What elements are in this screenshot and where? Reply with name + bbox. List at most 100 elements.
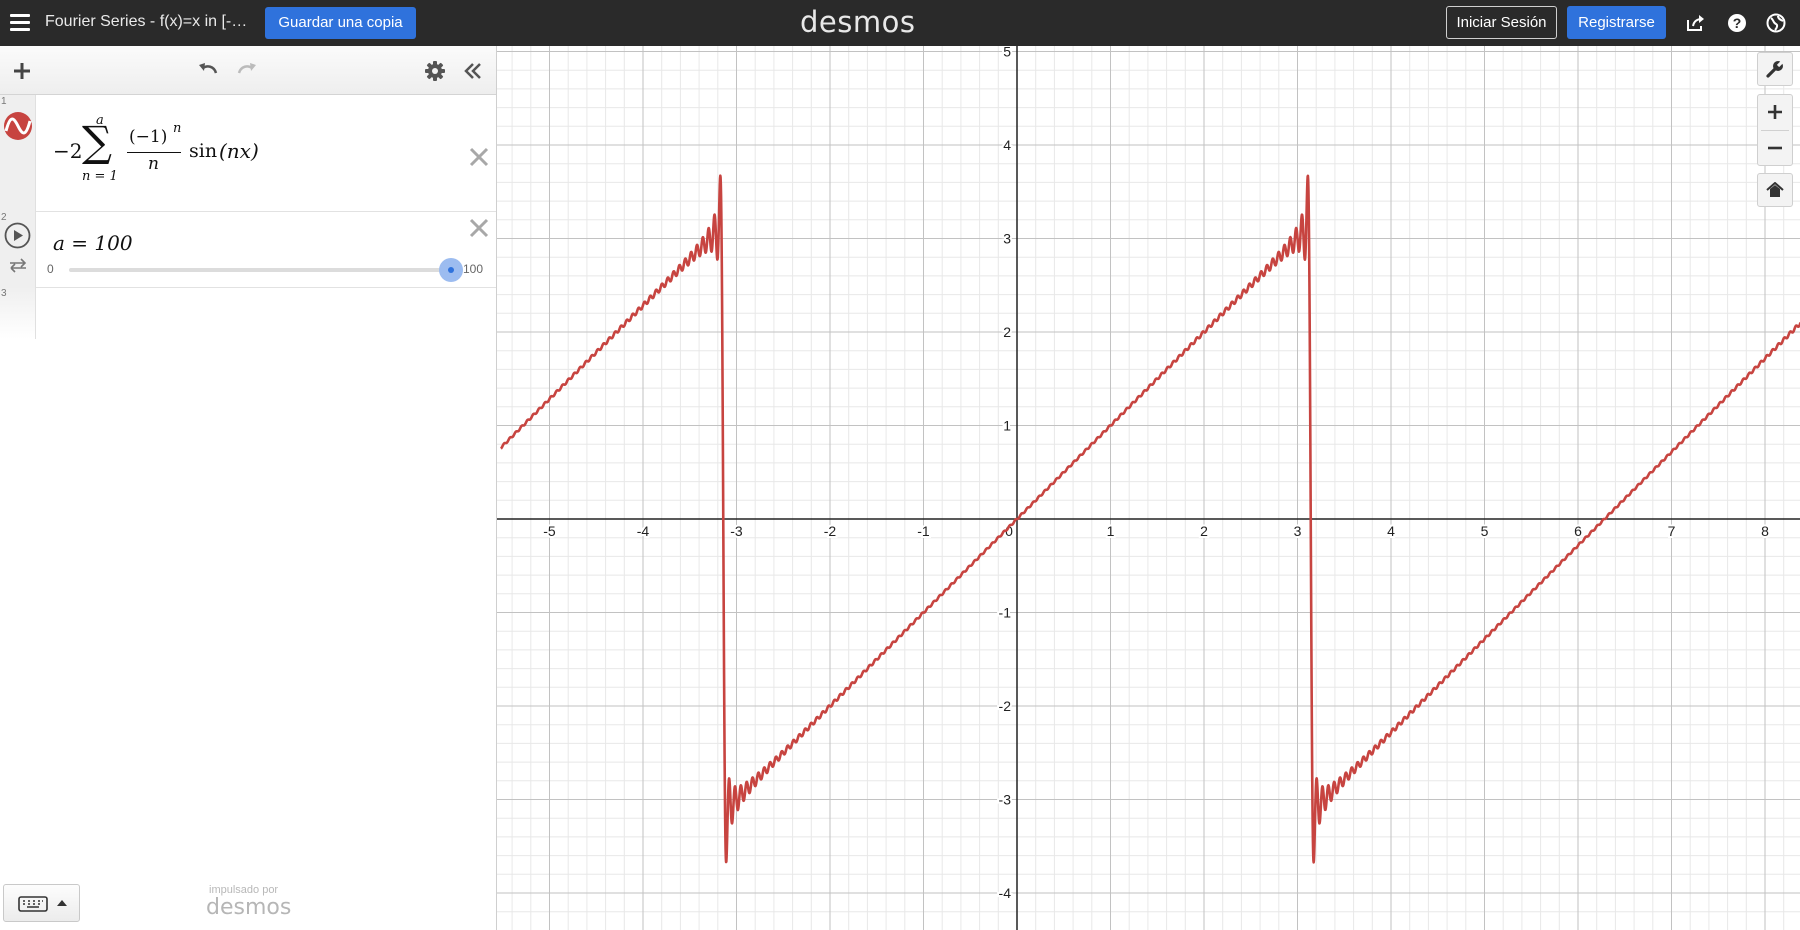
x-tick-label: 6 <box>1574 523 1582 539</box>
fraction-denominator: n <box>148 154 159 174</box>
x-tick-label-halo: -2 <box>824 523 837 539</box>
fraction-numerator-exponent: n <box>173 121 182 136</box>
graph-paper[interactable]: -5 -5 -4 -4 -3 -3 -2 -2 -1 -1 0 0 1 1 2 2 3 3 4 4 5 5 6 6 7 7 8 8 -4… <box>497 46 1800 930</box>
x-tick-label: 7 <box>1668 523 1676 539</box>
x-tick-label: 3 <box>1294 523 1302 539</box>
function-name: sin <box>189 140 218 162</box>
zoom-controls <box>1757 94 1793 166</box>
x-tick-label-halo: -4 <box>637 523 650 539</box>
delete-expression-icon[interactable] <box>467 145 491 169</box>
y-tick-label-halo: 5 <box>1003 46 1011 60</box>
wrench-icon <box>1766 59 1785 78</box>
y-tick-label-halo: 3 <box>1003 231 1011 247</box>
graph-line-icon[interactable] <box>3 111 33 141</box>
svg-text:?: ? <box>1733 15 1742 31</box>
x-tick-label-halo: -1 <box>917 523 930 539</box>
expression-gutter: 3 <box>0 287 36 339</box>
sum-upper-limit: a <box>96 113 104 128</box>
expression-gutter: 2 <box>0 211 36 287</box>
home-icon <box>1766 182 1784 197</box>
minor-gridlines <box>497 46 1800 930</box>
language-globe-icon[interactable] <box>1765 12 1787 34</box>
expression-gutter: 1 <box>0 95 36 211</box>
y-tick-label: 2 <box>1003 324 1011 340</box>
expression-index: 1 <box>1 96 7 107</box>
expression-toolbar <box>0 46 496 95</box>
play-icon[interactable] <box>4 222 31 249</box>
function-argument: (nx) <box>219 139 259 163</box>
keyboard-icon <box>18 896 48 912</box>
fraction-numerator: (−1) <box>129 127 168 147</box>
expression-row[interactable]: 2 a = 100 <box>0 211 496 288</box>
x-tick-label: 2 <box>1200 523 1208 539</box>
help-icon[interactable]: ? <box>1726 12 1748 34</box>
x-tick-label: -2 <box>824 523 837 539</box>
major-gridlines <box>497 46 1800 930</box>
undo-icon[interactable] <box>196 59 220 83</box>
y-tick-label: -2 <box>999 698 1012 714</box>
delete-expression-icon[interactable] <box>467 216 491 240</box>
y-tick-label-halo: 2 <box>1003 324 1011 340</box>
gear-icon[interactable] <box>423 59 447 83</box>
add-icon[interactable] <box>10 59 34 83</box>
fraction-bar <box>127 152 181 153</box>
collapse-chevrons-icon[interactable] <box>461 59 485 83</box>
x-tick-label-halo: 3 <box>1294 523 1302 539</box>
graph-canvas[interactable]: -5-5 -4-4 -3-3 -2-2 -1-1 00 11 22 33 44 55 66 77 88-4… <box>497 46 1800 930</box>
x-tick-label: 0 <box>1005 523 1013 539</box>
y-tick-label-halo: -2 <box>999 698 1012 714</box>
sigma-symbol: ∑ <box>82 117 112 166</box>
y-tick-label: 4 <box>1003 137 1011 153</box>
x-tick-label-halo: 6 <box>1574 523 1582 539</box>
top-header: Fourier Series - f(x)=x in [-… Guardar u… <box>0 0 1800 46</box>
x-tick-label: 8 <box>1761 523 1769 539</box>
powered-by-logo: desmos <box>206 895 292 920</box>
fourier-series-curve <box>499 174 1800 864</box>
zoom-in-icon[interactable] <box>1767 104 1783 120</box>
save-copy-button[interactable]: Guardar una copia <box>265 7 416 39</box>
slider-track[interactable] <box>69 268 451 272</box>
y-tick-label: -4 <box>999 885 1012 901</box>
expression-index: 3 <box>1 288 7 299</box>
y-tick-label-halo: -3 <box>999 792 1012 808</box>
x-tick-label: 5 <box>1481 523 1489 539</box>
desmos-logo: desmos <box>800 5 916 39</box>
slider-min-label: 0 <box>47 262 54 276</box>
x-tick-label-halo: 7 <box>1668 523 1676 539</box>
x-tick-label: 1 <box>1107 523 1115 539</box>
zoom-out-icon[interactable] <box>1767 140 1783 156</box>
home-view-button[interactable] <box>1757 173 1793 207</box>
slider-handle[interactable] <box>439 258 463 282</box>
y-tick-label: -3 <box>999 792 1012 808</box>
menu-icon[interactable] <box>10 11 32 33</box>
caret-up-icon <box>57 900 67 906</box>
y-tick-label-halo: -4 <box>999 885 1012 901</box>
y-tick-label: 1 <box>1003 418 1011 434</box>
signup-button[interactable]: Registrarse <box>1567 6 1666 39</box>
x-tick-label-halo: 1 <box>1107 523 1115 539</box>
expression-row[interactable]: 3 <box>0 287 496 339</box>
x-tick-label: 4 <box>1387 523 1395 539</box>
y-tick-label-halo: 1 <box>1003 418 1011 434</box>
zoom-divider <box>1761 130 1789 131</box>
slider-expression[interactable]: a = 100 <box>53 231 133 255</box>
x-tick-label-halo: 2 <box>1200 523 1208 539</box>
x-tick-label-halo: 8 <box>1761 523 1769 539</box>
x-tick-label-halo: 5 <box>1481 523 1489 539</box>
x-tick-label-halo: 4 <box>1387 523 1395 539</box>
y-tick-label-halo: 4 <box>1003 137 1011 153</box>
loop-repeat-icon[interactable] <box>7 257 29 273</box>
expression-index: 2 <box>1 212 7 223</box>
keyboard-toggle-button[interactable] <box>3 884 80 922</box>
share-icon[interactable] <box>1685 12 1707 34</box>
powered-by-label: impulsado por <box>209 884 279 896</box>
redo-icon[interactable] <box>235 59 259 83</box>
sum-lower-limit: n = 1 <box>82 169 118 184</box>
y-tick-label-halo: -1 <box>999 605 1012 621</box>
graph-settings-button[interactable] <box>1757 52 1793 86</box>
graph-title[interactable]: Fourier Series - f(x)=x in [-… <box>45 13 248 30</box>
tick-labels: -5-5 -4-4 -3-3 -2-2 -1-1 00 11 22 33 44 55 66 77 88-4… <box>541 46 1771 903</box>
expression-row[interactable]: 1 −2 a ∑ n = 1 (−1) n n sin (nx) <box>0 95 496 212</box>
login-button[interactable]: Iniciar Sesión <box>1446 6 1557 39</box>
x-tick-label: -5 <box>543 523 556 539</box>
